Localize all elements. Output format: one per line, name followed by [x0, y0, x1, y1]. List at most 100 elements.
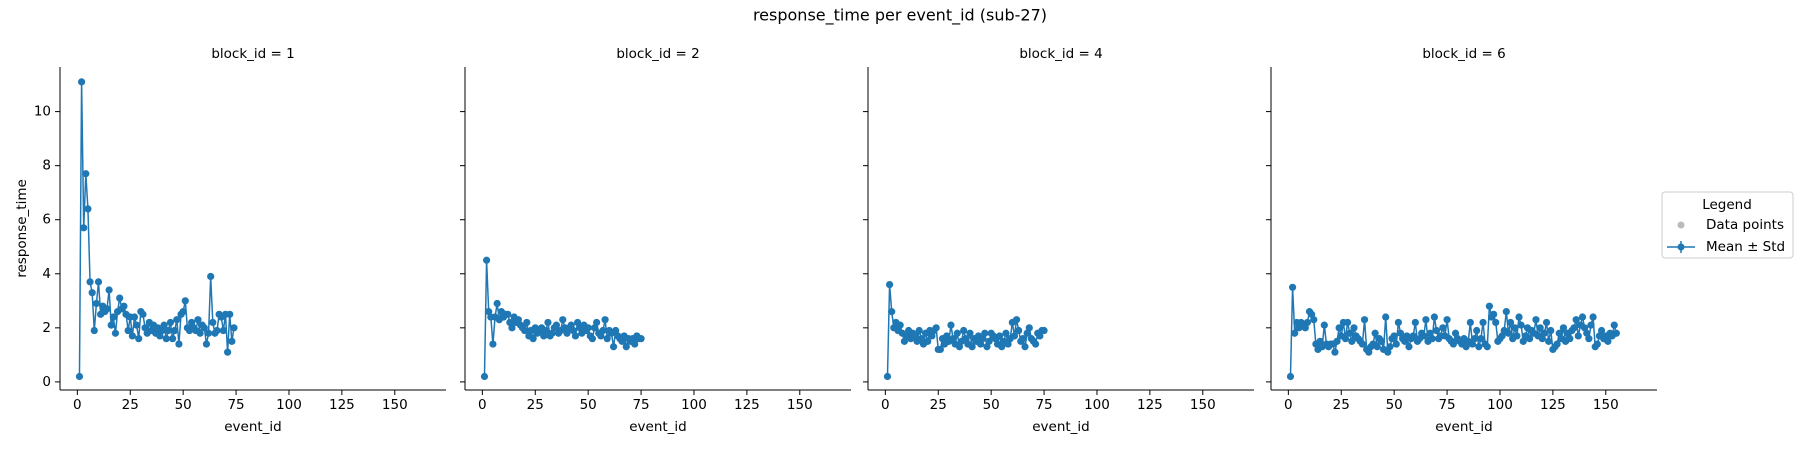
point [1570, 324, 1578, 332]
point [105, 286, 113, 294]
point [1316, 337, 1324, 345]
point [219, 326, 227, 335]
point [173, 316, 181, 324]
point [166, 318, 175, 327]
point [1473, 326, 1481, 335]
point [1331, 348, 1339, 356]
point [1479, 318, 1487, 327]
legend-title: Legend [1702, 197, 1752, 213]
y-tick-label: 2 [42, 320, 51, 336]
point [504, 310, 512, 318]
point [955, 343, 964, 351]
point [116, 294, 124, 302]
point [168, 335, 177, 343]
point [1483, 343, 1491, 351]
x-tick-label: 25 [122, 397, 139, 413]
point [90, 326, 98, 335]
point [1451, 329, 1460, 337]
legend-label: Mean ± Std [1706, 239, 1785, 255]
point [1519, 337, 1527, 345]
x-axis-label: event_id [224, 419, 282, 435]
point [194, 316, 202, 324]
point [213, 326, 221, 335]
point [84, 205, 92, 213]
point [1422, 316, 1430, 324]
point [1581, 324, 1589, 332]
x-tick-label: 50 [1386, 397, 1403, 413]
point [998, 343, 1006, 351]
point [1025, 324, 1033, 332]
point [133, 321, 141, 329]
point [1012, 316, 1021, 324]
point [1506, 318, 1515, 327]
point [911, 332, 919, 340]
point [1004, 340, 1012, 348]
point [917, 335, 925, 343]
point [226, 310, 234, 318]
x-tick-label: 150 [382, 397, 408, 413]
point [480, 372, 489, 381]
point [593, 318, 601, 327]
point [111, 329, 120, 337]
point [164, 326, 172, 335]
x-tick-label: 50 [175, 397, 192, 413]
y-tick-label: 6 [42, 212, 51, 228]
point [506, 318, 514, 327]
point [1401, 337, 1409, 345]
point [141, 324, 149, 332]
panel-title: block_id = 6 [1422, 46, 1505, 62]
point [1382, 313, 1390, 321]
point [160, 321, 168, 329]
legend-box [1661, 191, 1794, 259]
point [1468, 340, 1477, 348]
point [1439, 324, 1447, 332]
point [1392, 340, 1400, 348]
point [200, 324, 208, 332]
point [1485, 302, 1493, 310]
point [1019, 335, 1027, 343]
point [1515, 313, 1523, 321]
point [563, 329, 571, 337]
point [1526, 335, 1534, 343]
point [571, 332, 580, 340]
point [631, 340, 639, 348]
point [1021, 343, 1029, 351]
point [1344, 318, 1352, 327]
point [976, 340, 985, 348]
panel-title: block_id = 1 [211, 46, 294, 62]
point [1490, 310, 1498, 318]
x-tick-label: 50 [983, 397, 1000, 413]
x-tick-label: 75 [1438, 397, 1455, 413]
y-tick-label: 4 [42, 266, 51, 282]
point [1023, 329, 1031, 337]
point [924, 337, 932, 345]
point [1286, 372, 1295, 381]
point [1396, 329, 1405, 337]
point [1547, 326, 1555, 335]
point [1335, 324, 1343, 332]
point [1511, 324, 1519, 332]
point [1303, 318, 1311, 327]
x-tick-label: 25 [527, 397, 544, 413]
point [228, 337, 236, 345]
point [202, 340, 211, 348]
point [1010, 332, 1019, 340]
point [552, 321, 561, 329]
point [1360, 316, 1369, 324]
y-tick-label: 0 [42, 374, 51, 390]
point [179, 308, 187, 316]
x-tick-label: 0 [478, 397, 487, 413]
point [569, 326, 577, 335]
point [1308, 310, 1316, 318]
point [175, 340, 183, 348]
x-tick-label: 125 [329, 397, 355, 413]
point [1572, 316, 1580, 324]
x-axis-label: event_id [629, 419, 687, 435]
point [1373, 343, 1381, 351]
point [1502, 308, 1510, 316]
point [209, 318, 217, 327]
point [981, 329, 989, 337]
point [1350, 324, 1358, 332]
point [612, 326, 620, 335]
